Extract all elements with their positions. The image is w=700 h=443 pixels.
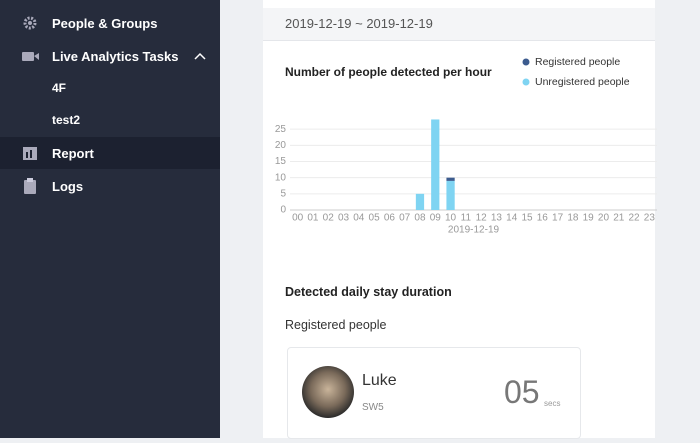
icon [24, 178, 36, 194]
x-tick-label: 07 [399, 213, 411, 224]
nav-label: 4F [52, 81, 67, 95]
x-tick-label: 01 [307, 213, 319, 224]
icon [23, 147, 37, 160]
duration: 05 [504, 374, 540, 410]
report-panel: 2019-12-19 ~ 2019-12-19 Detected daily s… [263, 0, 655, 439]
nav-item[interactable]: Report [0, 137, 220, 169]
duration-unit: secs [544, 399, 561, 408]
nav-label: Report [52, 145, 94, 161]
sidebar: People & Groups Live Analytics Tasks 4F … [0, 0, 220, 438]
nav-label: test2 [52, 113, 81, 127]
chevron-up [194, 52, 206, 60]
y-tick-label: 0 [280, 205, 286, 216]
x-tick-label: 08 [414, 213, 426, 224]
x-tick-label: 20 [598, 213, 610, 224]
person-card-art [302, 366, 354, 418]
nav-item[interactable]: 4F [0, 72, 220, 104]
x-tick-label: 23 [644, 213, 656, 224]
x-tick-label: 03 [338, 213, 350, 224]
y-tick-label: 25 [275, 124, 287, 135]
x-tick-label: 13 [491, 213, 503, 224]
y-tick-label: 10 [275, 172, 287, 183]
x-axis-label: 2019-12-19 [448, 225, 500, 236]
x-tick-label: 17 [552, 213, 564, 224]
x-tick-label: 19 [583, 213, 595, 224]
x-tick-label: 06 [384, 213, 396, 224]
person-card[interactable]: Luke SW5 05 secs [287, 347, 581, 439]
nav-item[interactable]: Logs [0, 170, 220, 202]
x-tick-label: 12 [476, 213, 488, 224]
bar [415, 193, 425, 210]
x-tick-label: 22 [629, 213, 641, 224]
legend-label: Registered people [535, 56, 620, 68]
nav-label: Logs [52, 178, 84, 194]
nav-label: Live Analytics Tasks [52, 48, 179, 64]
icon [23, 16, 37, 30]
bar [446, 177, 455, 181]
x-tick-label: 18 [567, 213, 579, 224]
nav-label: People & Groups [52, 15, 158, 31]
x-tick-label: 16 [537, 213, 549, 224]
x-tick-label: 15 [521, 213, 533, 224]
chart-title: Number of people detected per hour [285, 65, 492, 79]
x-tick-label: 10 [445, 213, 457, 224]
legend-swatch [522, 78, 530, 86]
date-range[interactable]: 2019-12-19 ~ 2019-12-19 [263, 8, 655, 41]
x-tick-label: 09 [430, 213, 442, 224]
nav-item[interactable]: test2 [0, 104, 220, 136]
y-tick-label: 20 [275, 140, 287, 151]
nav-item[interactable]: People & Groups [0, 7, 220, 39]
x-tick-label: 05 [369, 213, 381, 224]
person-name: Luke [362, 372, 397, 389]
x-tick-label: 11 [461, 213, 472, 224]
bar [431, 119, 440, 210]
legend-label: Unregistered people [535, 76, 630, 88]
person-location: SW5 [362, 402, 384, 413]
icon [22, 52, 39, 61]
x-tick-label: 04 [353, 213, 365, 224]
avatar [302, 366, 354, 418]
bar [446, 180, 455, 210]
x-tick-label: 00 [292, 213, 304, 224]
x-tick-label: 21 [613, 213, 625, 224]
x-tick-label: 02 [323, 213, 335, 224]
section-title: Detected daily stay duration [285, 285, 452, 299]
y-tick-label: 5 [280, 188, 286, 199]
x-tick-label: 14 [506, 213, 518, 224]
nav-item[interactable]: Live Analytics Tasks [0, 40, 220, 72]
legend-swatch [522, 58, 530, 66]
y-tick-label: 15 [275, 156, 287, 167]
section-subtitle: Registered people [285, 318, 387, 332]
